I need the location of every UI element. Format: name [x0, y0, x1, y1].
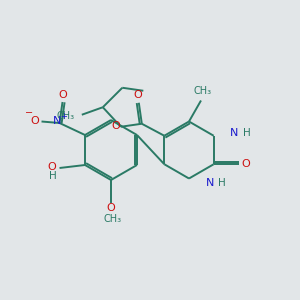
Text: N: N: [53, 116, 61, 126]
Text: +: +: [60, 112, 67, 121]
Text: H: H: [49, 171, 56, 182]
Text: CH₃: CH₃: [103, 214, 122, 224]
Text: O: O: [106, 203, 116, 213]
Text: O: O: [111, 121, 120, 130]
Text: N: N: [230, 128, 238, 138]
Text: O: O: [242, 159, 250, 169]
Text: −: −: [25, 108, 33, 118]
Text: O: O: [48, 161, 56, 172]
Text: O: O: [58, 90, 67, 100]
Text: N: N: [206, 178, 214, 188]
Text: H: H: [218, 178, 226, 188]
Text: CH₃: CH₃: [56, 111, 74, 121]
Text: H: H: [243, 128, 251, 138]
Text: CH₃: CH₃: [194, 86, 211, 96]
Text: O: O: [133, 90, 142, 100]
Text: O: O: [31, 116, 39, 126]
